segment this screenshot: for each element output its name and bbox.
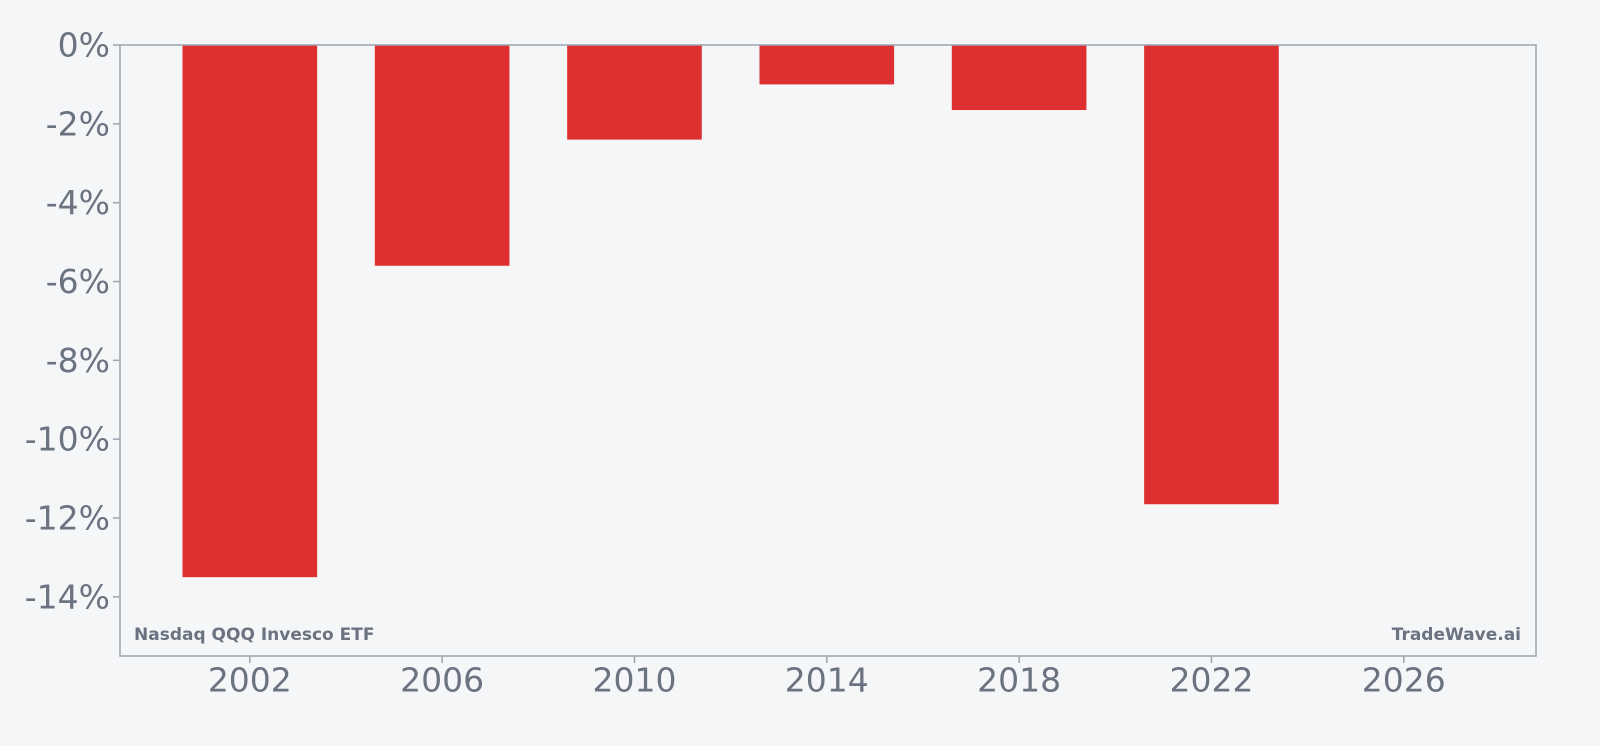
fund-name-label: Nasdaq QQQ Invesco ETF xyxy=(134,625,374,645)
x-tick-label: 2006 xyxy=(400,661,484,700)
y-tick-label: -2% xyxy=(46,104,110,143)
bar-2010 xyxy=(567,45,702,140)
bars-group xyxy=(182,45,1279,578)
bar-2014 xyxy=(759,45,895,85)
x-tick-label: 2010 xyxy=(592,661,676,700)
brand-label: TradeWave.ai xyxy=(1392,625,1521,645)
bar-2018 xyxy=(951,45,1087,111)
y-tick-label: -8% xyxy=(46,341,110,380)
x-tick-label: 2022 xyxy=(1169,661,1253,700)
x-tick-label: 2026 xyxy=(1362,661,1446,700)
y-tick-label: -4% xyxy=(46,183,110,222)
plot-frame xyxy=(119,44,1537,657)
y-tick-label: -10% xyxy=(25,420,110,459)
y-tick-label: -14% xyxy=(25,577,110,616)
bar-2006 xyxy=(374,45,510,266)
bar-2002 xyxy=(182,45,318,578)
y-tick-label: 0% xyxy=(58,26,110,65)
x-axis: 2002 2006 2010 2014 2018 2022 2026 xyxy=(208,656,1446,700)
x-tick-label: 2002 xyxy=(208,661,292,700)
x-tick-label: 2018 xyxy=(977,661,1061,700)
y-tick-label: -12% xyxy=(25,499,110,538)
x-tick-label: 2014 xyxy=(785,661,869,700)
y-tick-label: -6% xyxy=(46,262,110,301)
y-axis: 0% -2% -4% -6% -8% -10% -12% -14% xyxy=(25,26,120,616)
bar-2022 xyxy=(1144,45,1279,505)
